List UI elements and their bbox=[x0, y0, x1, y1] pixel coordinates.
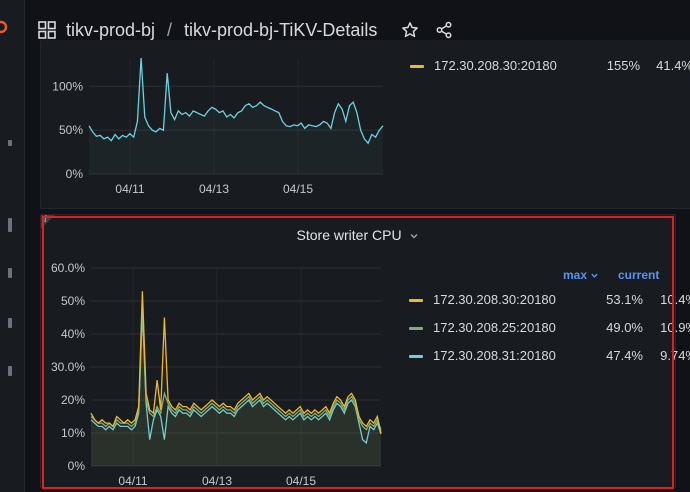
x-tick-label: 04/11 bbox=[115, 182, 144, 196]
series-area bbox=[91, 304, 381, 466]
series-line bbox=[90, 291, 382, 434]
series-line bbox=[88, 57, 384, 145]
series-area bbox=[91, 310, 381, 466]
y-tick-label: 40% bbox=[61, 327, 85, 341]
cpu-panel-upper: 0% 50% 100% 04/11 04/13 04/15 172.30.208.30:2… bbox=[40, 40, 690, 209]
legend-series-name: 172.30.208.30:20180 bbox=[434, 58, 557, 73]
x-tick-label: 04/13 bbox=[202, 474, 232, 487]
legend-max-header[interactable]: max bbox=[563, 268, 599, 282]
chevron-down-icon bbox=[591, 273, 599, 279]
breadcrumb-separator: / bbox=[167, 19, 173, 40]
legend-current-value: 10.4% bbox=[660, 292, 690, 307]
breadcrumb-dashboard[interactable]: tikv-prod-bj-TiKV-Details bbox=[184, 19, 378, 40]
y-tick-label: 50% bbox=[59, 123, 83, 137]
legend-series-name: 172.30.208.31:20180 bbox=[433, 348, 556, 363]
x-tick-label: 04/15 bbox=[286, 474, 316, 487]
legend-item[interactable]: 172.30.208.30:20180 155% 41.4% bbox=[410, 58, 690, 76]
legend-max-value: 47.4% bbox=[606, 348, 643, 363]
y-tick-label: 0% bbox=[66, 167, 84, 181]
legend-swatch bbox=[409, 327, 423, 330]
x-tick-label: 04/13 bbox=[199, 182, 229, 196]
share-button[interactable] bbox=[435, 21, 453, 39]
x-tick-label: 04/15 bbox=[283, 182, 313, 196]
panel-title-row[interactable]: Store writer CPU bbox=[41, 227, 675, 243]
y-tick-label: 60.0% bbox=[51, 261, 85, 275]
legend-swatch bbox=[409, 299, 423, 302]
grid-icon[interactable] bbox=[38, 21, 56, 39]
legend-item[interactable]: 172.30.208.31:20180 47.4% 9.74% bbox=[409, 348, 690, 366]
legend-item[interactable]: 172.30.208.25:20180 49.0% 10.9% bbox=[409, 320, 690, 338]
store-writer-cpu-chart: 0% 10% 20% 30.0% 40% 50% 60.0% 04/11 04/13 04/15 bbox=[51, 261, 382, 487]
legend-current-value: 10.9% bbox=[660, 320, 690, 335]
chevron-down-icon[interactable] bbox=[409, 231, 419, 241]
star-icon bbox=[402, 22, 419, 38]
y-tick-label: 10% bbox=[61, 426, 85, 440]
y-tick-label: 20% bbox=[61, 393, 85, 407]
legend-series-name: 172.30.208.30:20180 bbox=[433, 292, 556, 307]
grafana-logo-icon[interactable] bbox=[0, 20, 8, 34]
breadcrumb-folder[interactable]: tikv-prod-bj bbox=[66, 19, 156, 40]
legend-max-value: 49.0% bbox=[606, 320, 643, 335]
legend-max-value: 155% bbox=[606, 58, 640, 73]
legend-current-value: 9.74% bbox=[660, 348, 690, 363]
legend-swatch bbox=[410, 65, 424, 68]
share-icon bbox=[436, 21, 452, 39]
legend-series-name: 172.30.208.25:20180 bbox=[433, 320, 556, 335]
sidebar-icon[interactable] bbox=[8, 218, 12, 232]
store-writer-cpu-panel: i Store writer CPU 0% 10% 20% 30.0% 40% 50% 60… bbox=[40, 214, 690, 488]
star-button[interactable] bbox=[401, 21, 419, 39]
sidebar-icon[interactable] bbox=[8, 366, 12, 376]
y-tick-label: 100% bbox=[52, 79, 83, 93]
sidebar-icon[interactable] bbox=[8, 268, 12, 278]
top-navbar: tikv-prod-bj / tikv-prod-bj-TiKV-Details bbox=[24, 0, 690, 60]
sidebar-icon[interactable] bbox=[8, 140, 12, 146]
y-tick-label: 0% bbox=[68, 459, 86, 473]
legend-max-value: 53.1% bbox=[606, 292, 643, 307]
y-tick-label: 30.0% bbox=[51, 360, 85, 374]
sidebar-icon[interactable] bbox=[8, 318, 12, 328]
legend-swatch bbox=[409, 355, 423, 358]
legend-item[interactable]: 172.30.208.30:20180 53.1% 10.4% bbox=[409, 292, 690, 310]
x-tick-label: 04/11 bbox=[118, 474, 147, 487]
series-area bbox=[91, 291, 381, 466]
legend-current-value: 41.4% bbox=[656, 58, 690, 73]
upper-line-chart: 0% 50% 100% 04/11 04/13 04/15 bbox=[52, 57, 384, 196]
sidebar bbox=[0, 0, 25, 492]
info-icon[interactable]: i bbox=[41, 215, 55, 229]
panel-title[interactable]: Store writer CPU bbox=[296, 227, 402, 243]
legend-current-header[interactable]: current bbox=[618, 268, 660, 282]
y-tick-label: 50% bbox=[61, 294, 85, 308]
